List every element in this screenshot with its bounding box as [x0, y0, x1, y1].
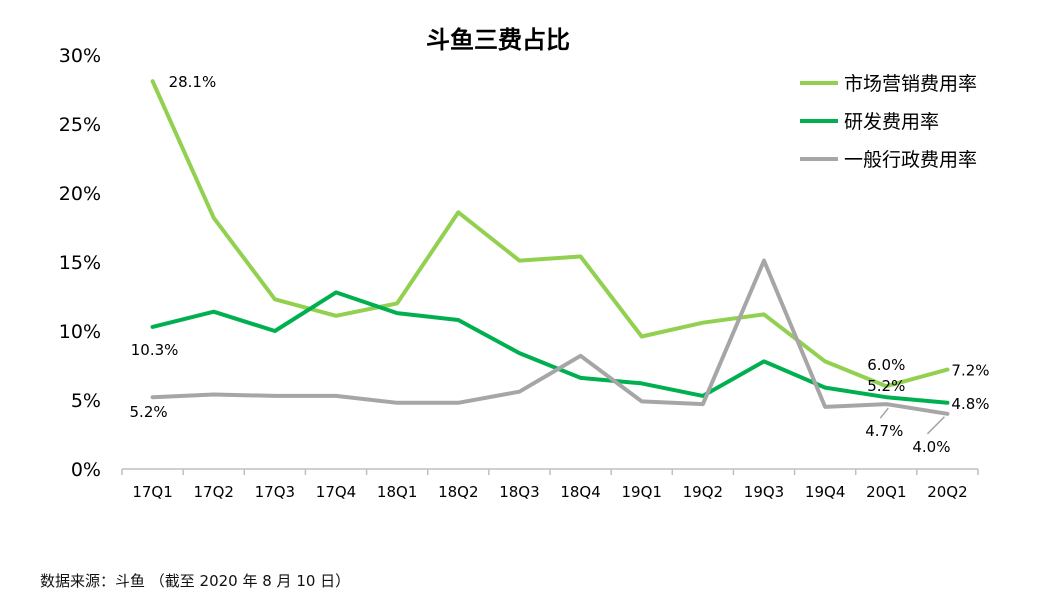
x-tick-label: 19Q2	[683, 483, 723, 501]
x-tick-label: 18Q3	[499, 483, 539, 501]
x-tick-label: 18Q4	[560, 483, 600, 501]
legend-label: 一般行政费用率	[844, 149, 977, 171]
data-label: 28.1%	[169, 73, 217, 91]
data-labels: 28.1% 6.0% 7.2% 10.3% 5.2% 4.8% 5.2% 4.7% 4.0%	[130, 73, 990, 456]
x-tick-label: 20Q2	[927, 483, 967, 501]
y-tick-label: 5%	[71, 390, 101, 412]
x-tick-label: 18Q1	[377, 483, 417, 501]
data-label: 10.3%	[131, 341, 179, 359]
x-tick-label: 18Q2	[438, 483, 478, 501]
x-tick-label: 20Q1	[866, 483, 906, 501]
x-tick-label: 19Q3	[744, 483, 784, 501]
legend-label: 市场营销费用率	[844, 73, 977, 95]
y-tick-label: 0%	[71, 459, 101, 481]
y-tick-label: 25%	[59, 114, 101, 136]
data-label: 4.7%	[865, 422, 903, 440]
x-tick-label: 19Q4	[805, 483, 845, 501]
x-tick-label: 17Q2	[193, 483, 233, 501]
y-tick-label: 15%	[59, 252, 101, 274]
y-tick-label: 20%	[59, 183, 101, 205]
data-label: 4.8%	[951, 395, 989, 413]
x-tick-label: 17Q1	[132, 483, 172, 501]
data-label: 6.0%	[867, 356, 905, 374]
data-label: 7.2%	[951, 362, 989, 380]
legend-label: 研发费用率	[844, 111, 939, 133]
y-tick-label: 10%	[59, 321, 101, 343]
data-label: 5.2%	[130, 403, 168, 421]
leader-line	[879, 407, 889, 419]
x-tick-label: 19Q1	[621, 483, 661, 501]
source-note: 数据来源：斗鱼 （截至 2020 年 8 月 10 日）	[40, 572, 351, 590]
y-tick-label: 30%	[59, 45, 101, 67]
leader-line	[926, 416, 945, 435]
data-label: 5.2%	[867, 377, 905, 395]
chart-title: 斗鱼三费占比	[426, 26, 570, 54]
data-label: 4.0%	[912, 438, 950, 456]
series-line-1	[150, 290, 950, 405]
x-tick-label: 17Q4	[316, 483, 356, 501]
series-line-2	[150, 258, 950, 416]
x-tick-label: 17Q3	[255, 483, 295, 501]
series-line-0	[150, 79, 950, 389]
series-lines	[150, 79, 950, 416]
axes: 17Q1 17Q2 17Q3 17Q4 18Q1 18Q2 18Q3 18Q4 19Q1 19Q2…	[59, 45, 979, 501]
